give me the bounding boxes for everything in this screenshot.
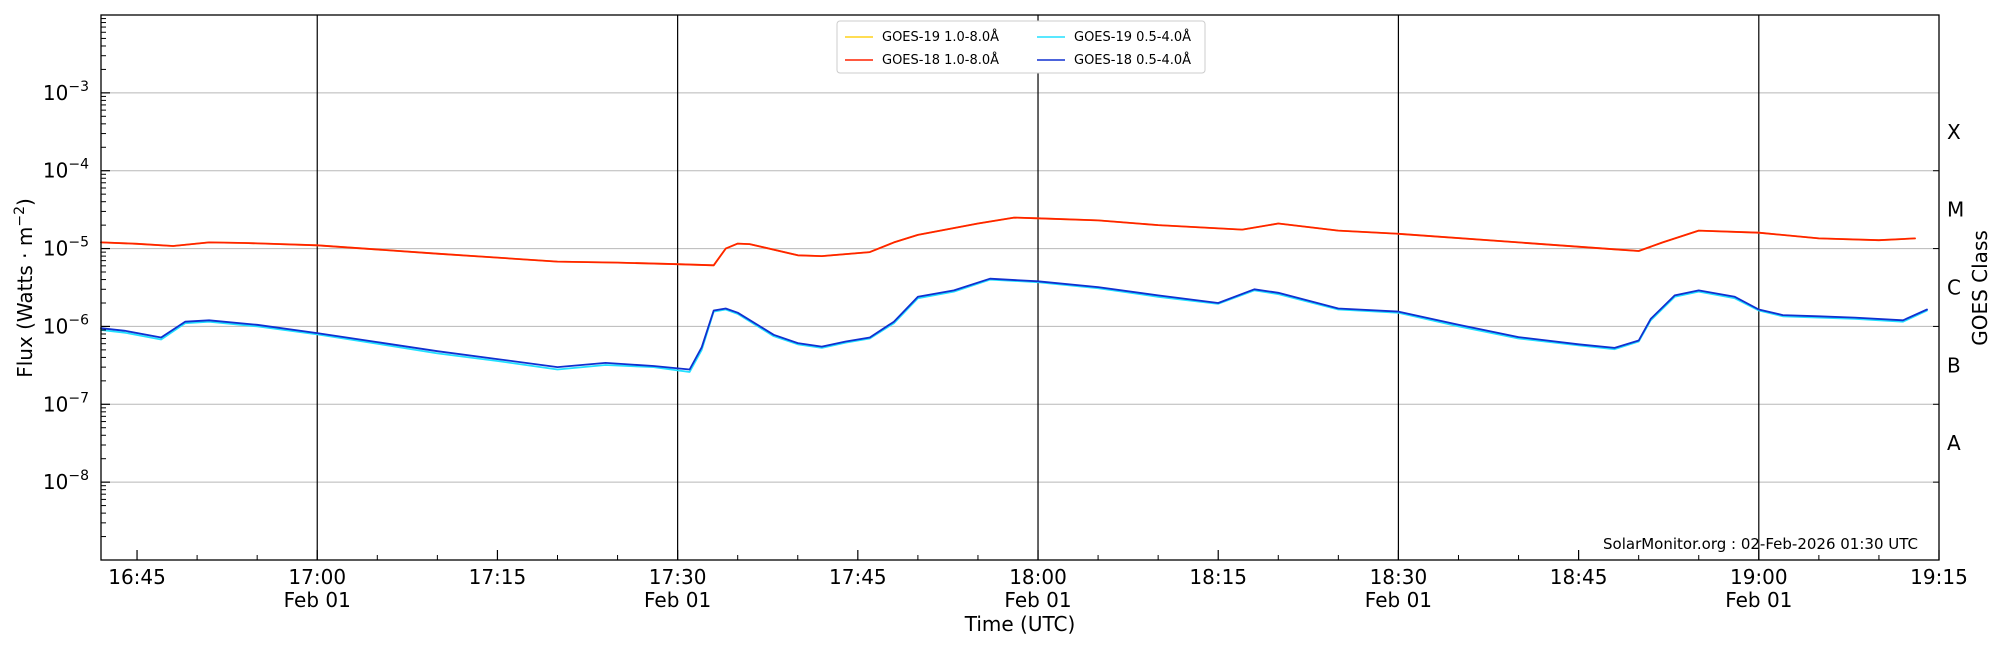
data-series [100, 216, 1928, 373]
y-tick-label: 10−8 [43, 468, 89, 494]
series-line-3 [100, 278, 1928, 373]
chart-legend: GOES-19 1.0-8.0Å GOES-18 1.0-8.0Å GOES-1… [836, 20, 1206, 74]
x-tick-label: 17:15 [469, 565, 527, 589]
x-tick-label: 18:30 [1370, 565, 1428, 589]
series-line-4 [100, 277, 1928, 371]
series-line-2 [100, 216, 1916, 267]
y-tick-exponent: −5 [68, 235, 89, 251]
x-tick-label: 19:15 [1910, 565, 1968, 589]
y-tick-base: 10 [43, 392, 68, 416]
x-tick-label: 19:00 [1730, 565, 1788, 589]
y-tick-label: 10−4 [43, 157, 89, 183]
legend-box [836, 20, 1206, 74]
y-tick-label: 10−6 [43, 312, 89, 338]
x-tick-date-label: Feb 01 [644, 588, 711, 612]
y-axis-label-main: Flux (Watts · m [13, 227, 37, 378]
y-tick-label: 10−7 [43, 390, 89, 416]
y-axis-label: Flux (Watts · m−2) [12, 198, 37, 378]
y-tick-label: 10−5 [43, 235, 89, 261]
y-axis-label-exponent: −2 [12, 206, 28, 227]
y-tick-base: 10 [43, 81, 68, 105]
x-tick-label: 17:30 [649, 565, 707, 589]
x-tick-date-label: Feb 01 [1365, 588, 1432, 612]
x-tick-date-label: Feb 01 [1725, 588, 1792, 612]
y-tick-base: 10 [43, 159, 68, 183]
x-tick-label: 17:00 [288, 565, 346, 589]
goes-class-label: C [1947, 276, 1961, 300]
x-tick-label: 18:45 [1550, 565, 1608, 589]
y-tick-exponent: −7 [68, 390, 89, 406]
goes-class-label: M [1947, 198, 1964, 222]
goes-class-label: A [1947, 431, 1961, 455]
x-tick-label: 17:45 [829, 565, 887, 589]
right-axis-label: GOES Class [1968, 230, 1992, 346]
goes-class-label: B [1947, 353, 1961, 377]
y-tick-exponent: −3 [68, 79, 89, 95]
axis-ticks [101, 18, 1940, 560]
y-tick-base: 10 [43, 237, 68, 261]
goes-class-label: X [1947, 120, 1961, 144]
x-tick-label: 18:15 [1189, 565, 1247, 589]
legend-label-goes19-long: GOES-19 1.0-8.0Å [882, 29, 999, 45]
legend-label-goes19-short: GOES-19 0.5-4.0Å [1074, 29, 1191, 45]
x-tick-label: 16:45 [108, 565, 166, 589]
y-tick-exponent: −4 [68, 157, 89, 173]
x-tick-label: 18:00 [1009, 565, 1067, 589]
x-axis-label: Time (UTC) [964, 612, 1076, 636]
x-tick-date-label: Feb 01 [284, 588, 351, 612]
y-axis-label-close: ) [13, 198, 37, 206]
y-tick-exponent: −8 [68, 468, 89, 484]
source-annotation: SolarMonitor.org : 02-Feb-2026 01:30 UTC [1603, 535, 1918, 553]
y-tick-exponent: −6 [68, 312, 89, 328]
x-tick-date-label: Feb 01 [1004, 588, 1071, 612]
plot-frame [100, 14, 1940, 561]
legend-label-goes18-long: GOES-18 1.0-8.0Å [882, 52, 999, 68]
y-tick-base: 10 [43, 470, 68, 494]
legend-label-goes18-short: GOES-18 0.5-4.0Å [1074, 52, 1191, 68]
y-tick-base: 10 [43, 314, 68, 338]
grid-lines [101, 15, 1939, 560]
y-tick-label: 10−3 [43, 79, 89, 105]
